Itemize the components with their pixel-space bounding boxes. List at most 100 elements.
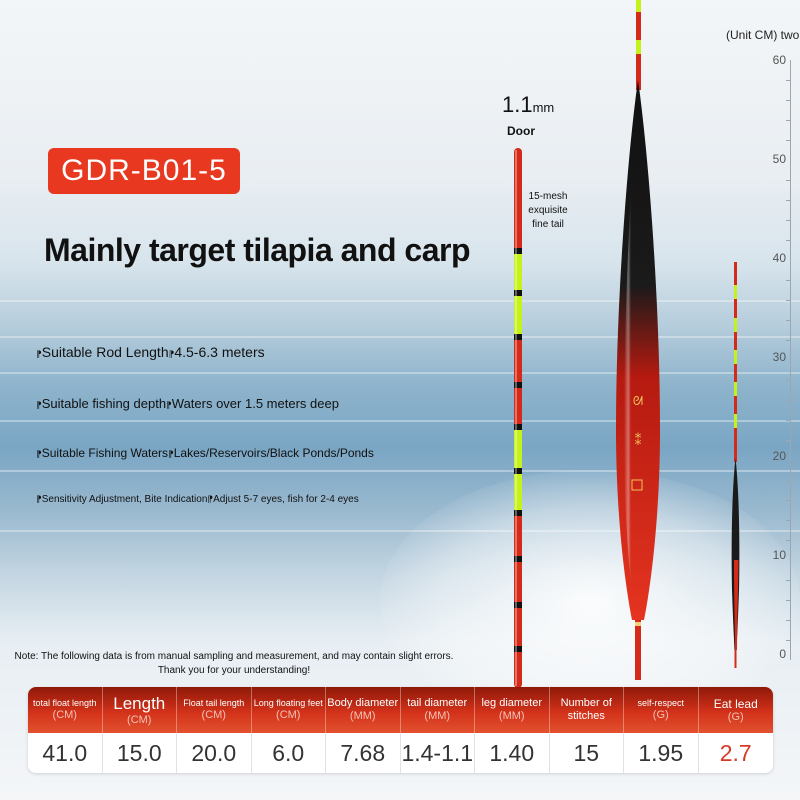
ruler-minor-tick	[786, 140, 791, 141]
spec-value: Lakes/Reservoirs/Black Ponds/Ponds	[173, 446, 374, 460]
ruler-minor-tick	[786, 380, 791, 381]
tip-band	[514, 382, 522, 388]
ruler-line	[790, 60, 791, 660]
measurement-note: Note: The following data is from manual …	[14, 651, 454, 676]
table-header-cell: Float tail length (CM)	[177, 687, 252, 733]
header-unit: (CM)	[201, 709, 226, 721]
wave-line	[0, 372, 800, 374]
bullet-icon: ⁋	[36, 349, 42, 359]
header-unit: (CM)	[127, 713, 152, 726]
header-label: Long floating feet	[253, 698, 323, 708]
header-unit: (CM)	[52, 709, 77, 721]
header-label: Length	[113, 693, 166, 713]
header-label: Number of stitches	[560, 697, 612, 722]
ruler-minor-tick	[786, 120, 791, 121]
ruler-minor-tick	[786, 200, 791, 201]
header-unit: (MM)	[349, 710, 376, 722]
door-label: Door	[507, 124, 535, 138]
bullet-icon: ⁋	[166, 400, 172, 410]
model-badge: GDR-B01-5	[48, 148, 240, 194]
small-float	[731, 262, 740, 668]
ruler-tick-label: 60	[772, 53, 786, 67]
tip-band	[514, 334, 522, 340]
ruler-minor-tick	[786, 80, 791, 81]
table-row: 41.0 15.0 20.0 6.0 7.68 1.4-1.1 1.40 15 …	[28, 733, 773, 773]
header-unit: (MM)	[498, 710, 525, 722]
table-cell: 6.0	[252, 733, 326, 773]
float-foot	[635, 620, 641, 680]
float-logo: ᘛ	[633, 394, 643, 408]
header-unit: (MM)	[424, 710, 451, 722]
ruler-tick-label: 10	[772, 548, 786, 562]
table-header-cell: total float length (CM)	[28, 687, 103, 733]
ruler-minor-tick	[786, 180, 791, 181]
ruler-minor-tick	[786, 580, 791, 581]
table-header-cell: self-respect (G)	[624, 687, 699, 733]
ruler-tick-label: 50	[772, 152, 786, 166]
main-float: ᘛ ⁑	[616, 0, 660, 680]
ruler-minor-tick	[786, 340, 791, 341]
ruler-minor-tick	[786, 600, 791, 601]
header-label: leg diameter	[481, 697, 543, 709]
tip-detail	[514, 148, 522, 688]
ruler-minor-tick	[786, 400, 791, 401]
table-cell: 1.4-1.1	[401, 733, 475, 773]
wave-line	[0, 470, 800, 472]
bullet-icon: ⁋	[36, 494, 42, 504]
table-cell: 7.68	[326, 733, 401, 773]
wave-line	[0, 420, 800, 422]
spec-sensitivity: ⁋Sensitivity Adjustment, Bite Indication…	[36, 494, 359, 505]
table-header-row: total float length (CM) Length (CM) Float …	[28, 687, 773, 733]
table-cell: 1.95	[624, 733, 699, 773]
header-label: self-respect	[637, 698, 685, 708]
tip-band	[514, 424, 522, 430]
table-cell: 15.0	[103, 733, 177, 773]
table-header-cell: Long floating feet (CM)	[252, 687, 326, 733]
table-header-cell: tail diameter (MM)	[401, 687, 475, 733]
table-cell: 1.40	[475, 733, 550, 773]
table-header-cell: Number of stitches	[550, 687, 624, 733]
bullet-icon: ⁋	[36, 449, 42, 459]
table-cell: 15	[550, 733, 624, 773]
header-label: Float tail length	[183, 698, 245, 708]
tip-band	[514, 646, 522, 652]
spec-rod-length: ⁋Suitable Rod Length⁋4.5-6.3 meters	[36, 344, 265, 360]
header-unit: (CM)	[276, 709, 301, 721]
spec-value: 4.5-6.3 meters	[174, 344, 265, 360]
table-header-cell: Length (CM)	[103, 687, 177, 733]
ruler-minor-tick	[786, 540, 791, 541]
ruler-minor-tick	[786, 320, 791, 321]
tip-band	[514, 468, 522, 474]
ruler-minor-tick	[786, 220, 791, 221]
header-label: tail diameter	[407, 697, 468, 709]
tip-size: 1.1	[502, 92, 533, 117]
spec-fishing-waters: ⁋Suitable Fishing Waters⁋Lakes/Reservoir…	[36, 446, 374, 460]
ruler-minor-tick	[786, 100, 791, 101]
bullet-icon: ⁋	[36, 400, 42, 410]
bullet-icon: ⁋	[168, 349, 175, 359]
ruler-tick-label: 30	[772, 350, 786, 364]
ruler-tick-label: 40	[772, 251, 786, 265]
sea-highlight	[380, 470, 800, 730]
headline: Mainly target tilapia and carp	[44, 232, 471, 268]
ruler-minor-tick	[786, 280, 791, 281]
header-label: Eat lead	[713, 696, 758, 711]
spec-label: Suitable Rod Length	[41, 344, 169, 360]
wave-line	[0, 336, 800, 338]
header-unit: (G)	[652, 709, 669, 721]
ruler-minor-tick	[786, 420, 791, 421]
header-unit: (G)	[727, 710, 744, 723]
ruler-minor-tick	[786, 300, 791, 301]
tip-diameter: 1.1mm	[502, 92, 554, 118]
spec-label: Sensitivity Adjustment, Bite Indication	[41, 494, 208, 505]
table-header-cell: Body diameter (MM)	[326, 687, 401, 733]
ruler-tick-label: 20	[772, 449, 786, 463]
spec-fishing-depth: ⁋Suitable fishing depth⁋Waters over 1.5 …	[36, 396, 339, 411]
table-header-cell: Eat lead (G)	[699, 687, 774, 733]
mesh-label: 15-mesh exquisite fine tail	[528, 191, 568, 230]
tip-band	[514, 510, 522, 516]
spec-value: Waters over 1.5 meters deep	[171, 396, 339, 411]
wave-line	[0, 530, 800, 532]
spec-value: Adjust 5-7 eyes, fish for 2-4 eyes	[213, 494, 359, 505]
